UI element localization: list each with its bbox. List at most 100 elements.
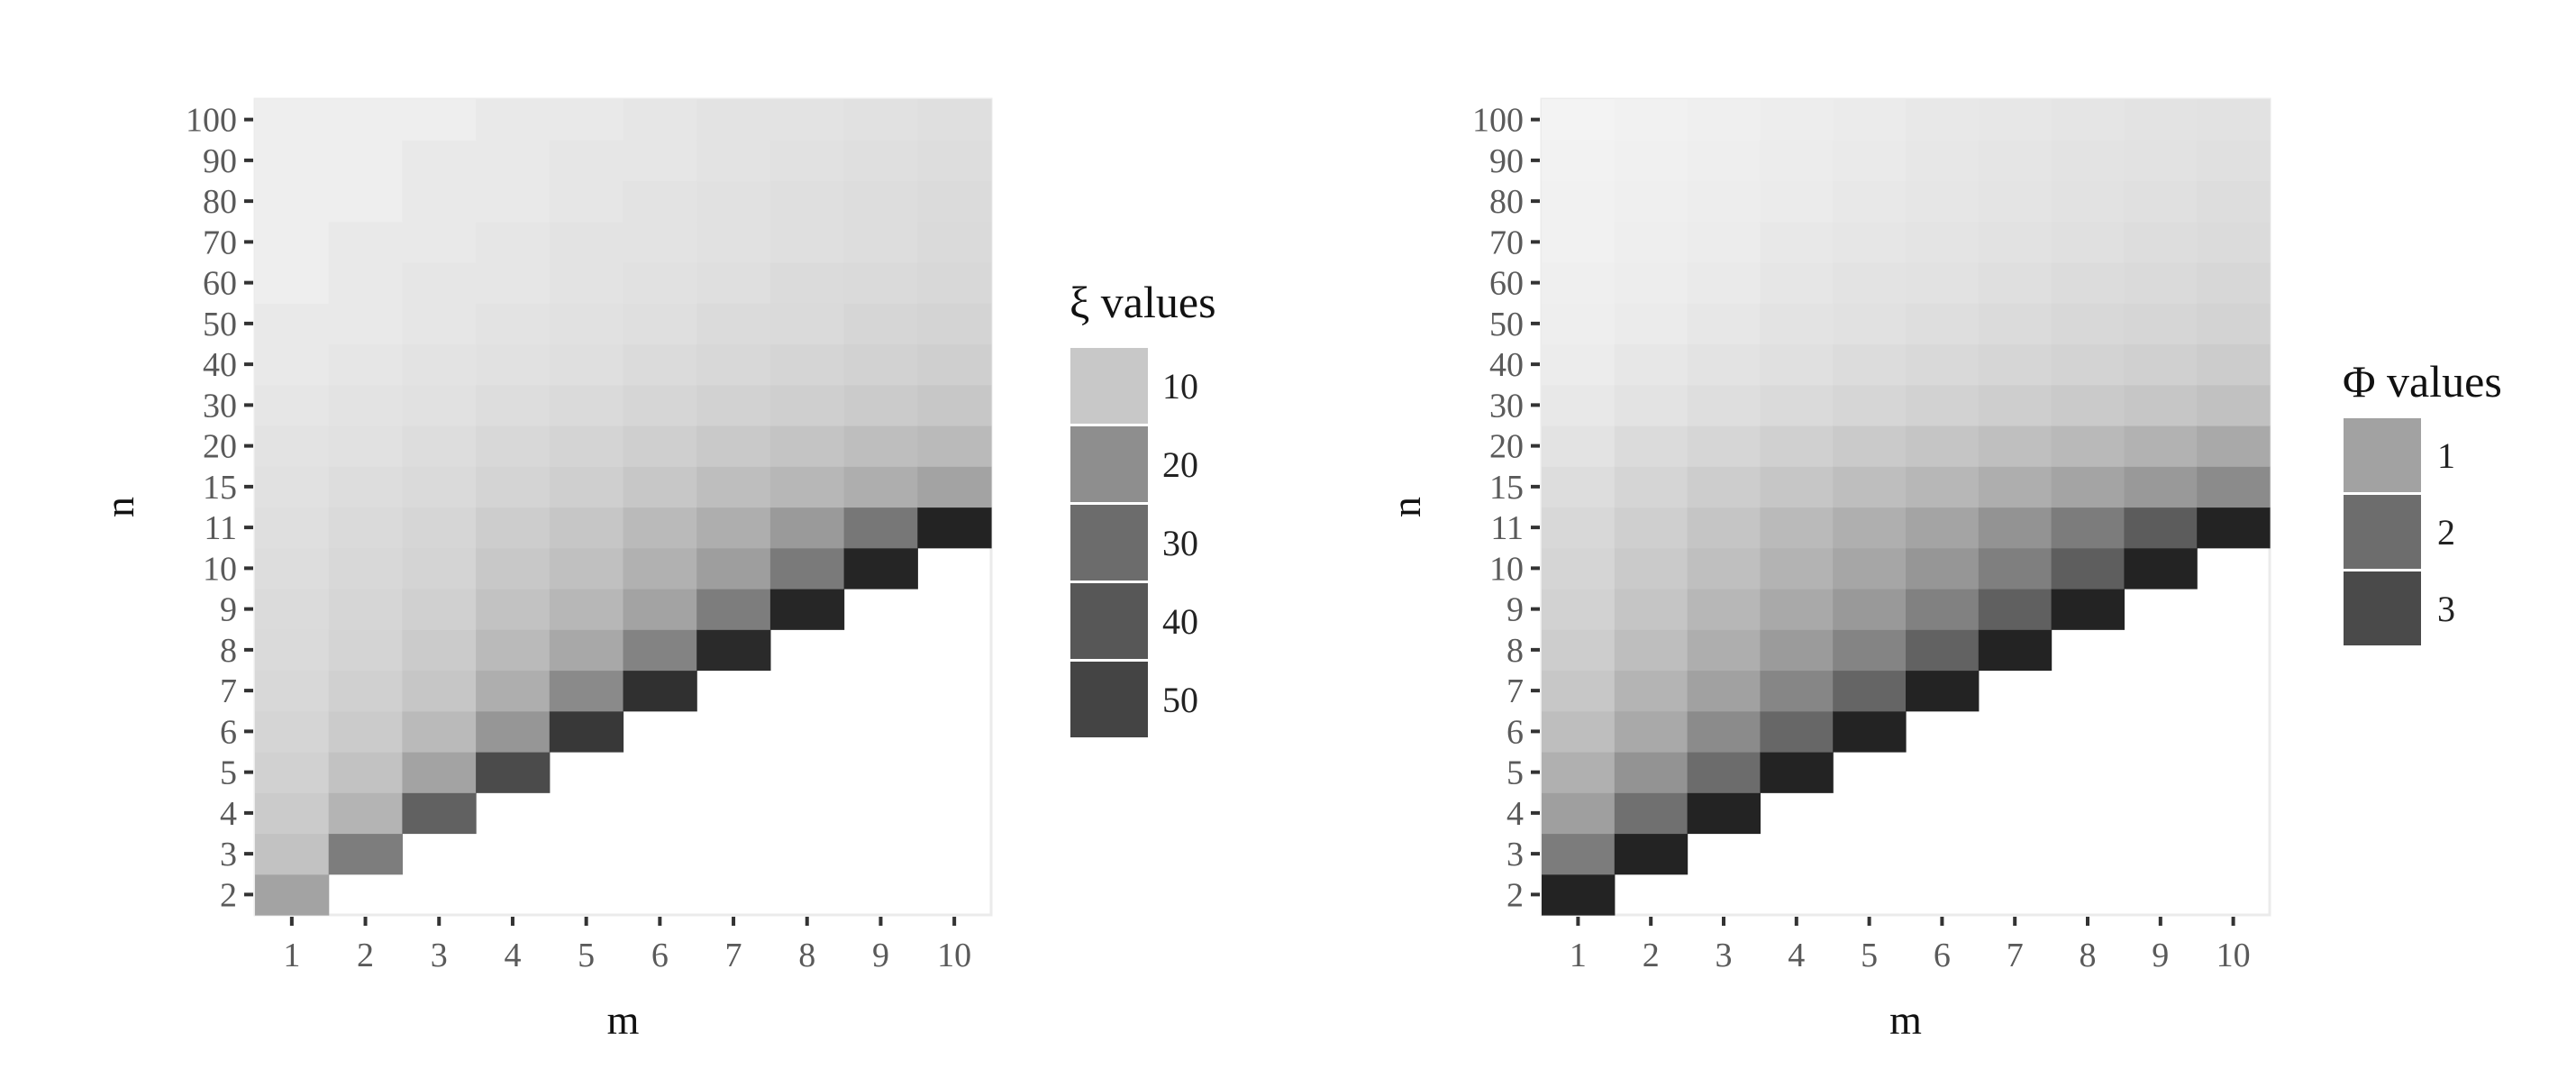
y-tick-label: 80 — [1489, 183, 1524, 221]
y-tick-label: 100 — [1472, 102, 1524, 140]
legend-title: ξ values — [1070, 277, 1216, 327]
heatmap-cell-m10-n15 — [917, 466, 992, 508]
heatmap-cell-m4-n9 — [1760, 589, 1834, 630]
heatmap-cell-m7-n15 — [696, 466, 771, 508]
heatmap-cell-m2-n100 — [328, 99, 403, 141]
heatmap-cell-m3-n70 — [402, 221, 477, 263]
y-tick-label: 9 — [220, 591, 237, 629]
heatmap-cell-m1-n11 — [1542, 507, 1616, 549]
heatmap-cell-m8-n40 — [2051, 343, 2125, 386]
heatmap-cell-m7-n8 — [696, 629, 771, 672]
heatmap-cell-m7-n15 — [1978, 466, 2053, 508]
heatmap-cell-m6-n30 — [1906, 384, 1980, 426]
heatmap-cell-m7-n10 — [1978, 547, 2053, 590]
heatmap-cell-m8-n9 — [769, 589, 845, 630]
y-tick-label: 15 — [1489, 469, 1524, 507]
heatmap-cell-m2-n10 — [328, 547, 403, 590]
heatmap-cell-m10-n50 — [2197, 303, 2271, 345]
heatmap-cell-m4-n7 — [1760, 670, 1834, 712]
y-tick-label: 6 — [1506, 713, 1524, 751]
heatmap-cell-m6-n60 — [623, 262, 697, 304]
heatmap-cell-m7-n100 — [696, 99, 771, 141]
heatmap-cell-m4-n50 — [476, 303, 551, 345]
heatmap-cell-m1-n15 — [255, 466, 330, 508]
heatmap-cell-m3-n10 — [1687, 547, 1761, 590]
heatmap-cell-m10-n100 — [2197, 99, 2271, 141]
y-tick-label: 10 — [203, 550, 237, 588]
heatmap-cell-m3-n8 — [402, 629, 477, 672]
heatmap-cell-m6-n11 — [623, 507, 697, 549]
heatmap-cell-m9-n11 — [843, 507, 918, 549]
heatmap-cell-m3-n5 — [402, 752, 477, 793]
heatmap-cell-m1-n30 — [1542, 384, 1616, 426]
heatmap-cell-m1-n20 — [1542, 425, 1616, 467]
heatmap-cell-m6-n15 — [1906, 466, 1980, 508]
x-tick-label: 1 — [283, 937, 300, 974]
heatmap-cell-m10-n40 — [2197, 343, 2271, 386]
heatmap-cell-m4-n50 — [1760, 303, 1834, 345]
heatmap-cell-m2-n15 — [328, 466, 403, 508]
heatmap-cell-m9-n40 — [843, 343, 918, 386]
heatmap-cell-m6-n8 — [623, 629, 697, 672]
y-axis-title: n — [1383, 497, 1429, 517]
heatmap-cell-m3-n15 — [1687, 466, 1761, 508]
heatmap-cell-m3-n100 — [1687, 99, 1761, 141]
heatmap-cell-m6-n40 — [1906, 343, 1980, 386]
y-tick-label: 7 — [1506, 672, 1524, 710]
legend-label: 10 — [1162, 366, 1198, 407]
y-tick-label: 8 — [220, 632, 237, 670]
heatmap-cell-m1-n6 — [1542, 710, 1616, 753]
heatmap-cell-m3-n40 — [1687, 343, 1761, 386]
heatmap-cell-m5-n50 — [549, 303, 624, 345]
heatmap-cell-m2-n10 — [1614, 547, 1689, 590]
legend-label: 50 — [1162, 680, 1198, 720]
heatmap-cell-m2-n4 — [1614, 792, 1689, 835]
legend-swatch — [1069, 346, 1150, 425]
x-tick-label: 3 — [431, 937, 448, 974]
heatmap-cell-m7-n40 — [1978, 343, 2053, 386]
heatmap-cell-m5-n50 — [1833, 303, 1907, 345]
heatmap-cell-m3-n11 — [402, 507, 477, 549]
heatmap-cell-m6-n50 — [623, 303, 697, 345]
legend-swatch — [1069, 660, 1150, 739]
heatmap-cell-m9-n60 — [843, 262, 918, 304]
heatmap-cell-m3-n7 — [402, 670, 477, 712]
heatmap-cell-m5-n100 — [549, 99, 624, 141]
heatmap-cell-m3-n7 — [1687, 670, 1761, 712]
heatmap-cell-m4-n60 — [476, 262, 551, 304]
heatmap-cell-m2-n3 — [1614, 833, 1689, 875]
heatmap-cell-m6-n9 — [623, 589, 697, 630]
x-axis-title: m — [607, 997, 640, 1043]
y-tick-label: 40 — [203, 346, 237, 384]
heatmap-cell-m5-n20 — [549, 425, 624, 467]
heatmap-cell-m4-n70 — [476, 221, 551, 263]
y-tick-label: 50 — [203, 306, 237, 343]
heatmap-cell-m1-n70 — [1542, 221, 1616, 263]
x-tick-label: 6 — [651, 937, 669, 974]
heatmap-cell-m10-n30 — [917, 384, 992, 426]
x-tick-label: 5 — [1861, 937, 1878, 974]
heatmap-cell-m10-n60 — [917, 262, 992, 304]
y-tick-label: 9 — [1506, 591, 1524, 629]
heatmap-cell-m1-n80 — [1542, 180, 1616, 223]
heatmap-cell-m2-n9 — [328, 589, 403, 630]
legend-title: Φ values — [2343, 356, 2502, 407]
heatmap-cell-m8-n90 — [2051, 140, 2125, 182]
heatmap-cell-m10-n11 — [917, 507, 992, 549]
heatmap-cell-m8-n15 — [769, 466, 845, 508]
heatmap-cell-m2-n9 — [1614, 589, 1689, 630]
heatmap-cell-m2-n50 — [1614, 303, 1689, 345]
heatmap-cell-m2-n11 — [1614, 507, 1689, 549]
heatmap-cell-m3-n90 — [402, 140, 477, 182]
heatmap-cell-m1-n9 — [1542, 589, 1616, 630]
heatmap-cell-m3-n8 — [1687, 629, 1761, 672]
y-tick-label: 5 — [1506, 754, 1524, 792]
heatmap-cell-m9-n50 — [843, 303, 918, 345]
heatmap-cell-m6-n8 — [1906, 629, 1980, 672]
legend: ξ values 10 20 30 40 50 — [1069, 277, 1216, 739]
heatmap-cell-m7-n20 — [1978, 425, 2053, 467]
heatmap-cell-m9-n80 — [843, 180, 918, 223]
heatmap-cell-m7-n50 — [1978, 303, 2053, 345]
heatmap-cell-m9-n20 — [843, 425, 918, 467]
